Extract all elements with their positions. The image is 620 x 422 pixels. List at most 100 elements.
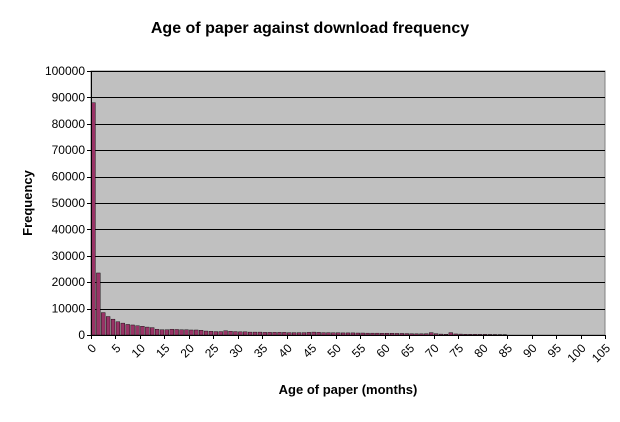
- y-tick-label: 0: [78, 328, 85, 342]
- bar: [444, 334, 448, 335]
- bar: [493, 334, 497, 335]
- bar: [106, 317, 110, 335]
- bar: [111, 319, 115, 335]
- y-axis-label: Frequency: [20, 169, 35, 236]
- bar: [483, 334, 487, 335]
- bar: [253, 332, 257, 335]
- x-tick-label: 65: [398, 341, 418, 361]
- bar: [238, 332, 242, 335]
- bar: [327, 333, 331, 335]
- bar: [278, 332, 282, 335]
- bar: [346, 333, 350, 335]
- y-tick-labels: 0100002000030000400005000060000700008000…: [45, 64, 85, 342]
- x-tick-label: 0: [84, 341, 99, 356]
- x-tick-label: 105: [589, 341, 613, 365]
- bar: [302, 333, 306, 335]
- x-tick-label: 45: [300, 341, 320, 361]
- bar: [292, 333, 296, 335]
- x-tick-label: 80: [471, 341, 491, 361]
- x-tick-label: 70: [422, 341, 442, 361]
- bar: [214, 332, 218, 335]
- x-tick-label: 15: [153, 341, 173, 361]
- bar: [150, 328, 154, 335]
- bar: [449, 333, 453, 335]
- x-tick-label: 85: [496, 341, 516, 361]
- x-tick-label: 55: [349, 341, 369, 361]
- x-tick-label: 35: [251, 341, 271, 361]
- y-tick-label: 10000: [52, 302, 86, 316]
- bar: [248, 332, 252, 335]
- bar: [165, 330, 169, 335]
- y-tick-label: 100000: [45, 64, 85, 78]
- bar: [371, 333, 375, 335]
- bar: [400, 333, 404, 335]
- bar: [454, 334, 458, 335]
- bar: [341, 333, 345, 335]
- bar: [395, 333, 399, 335]
- y-tick-label: 60000: [52, 170, 86, 184]
- bar: [478, 334, 482, 335]
- bar: [410, 334, 414, 335]
- x-tick-label: 20: [178, 341, 198, 361]
- x-tick-label: 95: [545, 341, 565, 361]
- bar: [140, 326, 144, 335]
- bar: [229, 331, 233, 335]
- y-tick-label: 40000: [52, 222, 86, 236]
- bar: [390, 333, 394, 335]
- y-tick-label: 30000: [52, 249, 86, 263]
- x-tick-label: 100: [565, 341, 589, 365]
- x-tick-label: 60: [373, 341, 393, 361]
- x-tick-label: 50: [324, 341, 344, 361]
- y-tick-label: 20000: [52, 275, 86, 289]
- y-tick-label: 70000: [52, 143, 86, 157]
- bar: [170, 329, 174, 335]
- bar: [287, 333, 291, 335]
- bar: [126, 324, 130, 335]
- bar: [459, 334, 463, 335]
- bar: [468, 334, 472, 335]
- x-tick-label: 40: [276, 341, 296, 361]
- bar: [429, 333, 433, 335]
- bar: [131, 325, 135, 335]
- bar: [488, 334, 492, 335]
- bar: [204, 331, 208, 335]
- bar: [356, 333, 360, 335]
- bar: [263, 332, 267, 335]
- bar: [331, 333, 335, 335]
- bar: [160, 330, 164, 335]
- bar: [189, 330, 193, 335]
- bar: [380, 333, 384, 335]
- bar: [322, 333, 326, 335]
- bar: [282, 332, 286, 335]
- bar: [336, 333, 340, 335]
- bar: [199, 330, 203, 335]
- bar: [96, 273, 100, 335]
- bar: [375, 333, 379, 335]
- bar: [351, 333, 355, 335]
- bar: [366, 333, 370, 335]
- bar: [194, 330, 198, 335]
- x-tick-label: 10: [129, 341, 149, 361]
- bar: [268, 332, 272, 335]
- bar: [464, 334, 468, 335]
- bar: [243, 332, 247, 335]
- bar: [136, 326, 140, 335]
- bar: [185, 330, 189, 335]
- bar: [420, 334, 424, 335]
- x-tick-label: 30: [227, 341, 247, 361]
- bar: [224, 331, 228, 335]
- bar: [180, 330, 184, 335]
- y-tick-label: 50000: [52, 196, 86, 210]
- x-tick-label: 25: [202, 341, 222, 361]
- x-tick-label: 90: [520, 341, 540, 361]
- bar: [307, 332, 311, 335]
- bar: [92, 103, 96, 335]
- bar: [155, 329, 159, 335]
- bar: [297, 333, 301, 335]
- bar: [258, 332, 262, 335]
- bar: [175, 329, 179, 335]
- chart-title: Age of paper against download frequency: [151, 20, 469, 37]
